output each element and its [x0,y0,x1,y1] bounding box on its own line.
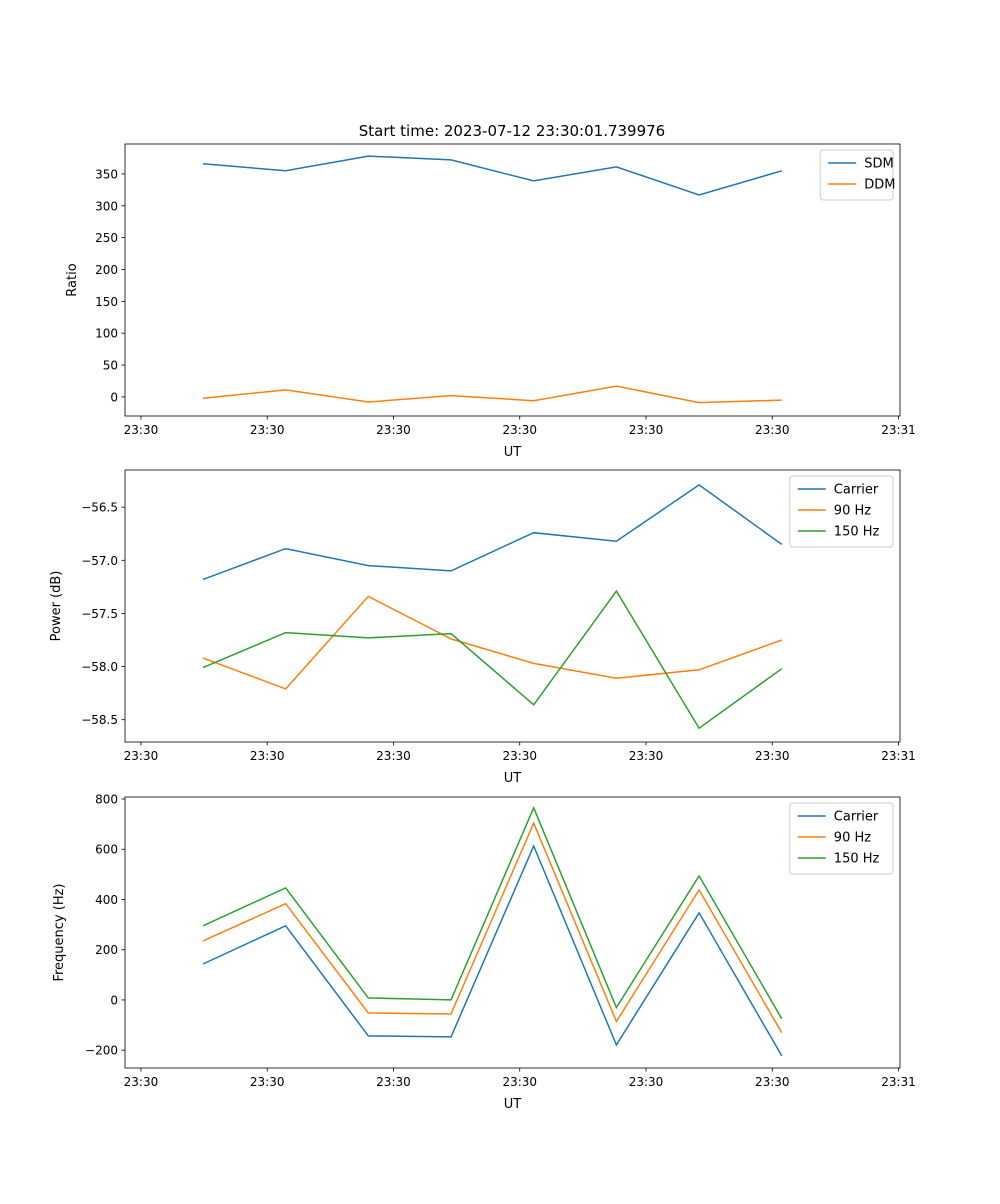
series-line-carrier [202,844,783,1057]
legend-box [789,475,894,548]
x-axis-label: UT [504,445,522,460]
legend-label: 90 Hz [834,504,871,519]
axes-frame [124,796,901,1069]
y-tick-label: −56.5 [81,501,118,515]
legend-label: Carrier [834,483,879,498]
y-tick-label: 0 [110,390,118,404]
y-tick-label: −57.5 [81,607,118,621]
legend-label: 90 Hz [834,831,871,846]
legend: Carrier 90 Hz 150 Hz [789,475,894,548]
series-line-90-hz [202,595,783,690]
y-tick-label: 50 [103,359,118,373]
legend: Carrier 90 Hz 150 Hz [789,802,894,875]
x-tick-label: 23:30 [502,749,537,763]
series-line-150-hz [202,805,783,1020]
x-tick-label: 23:30 [124,749,159,763]
x-tick-label: 23:30 [250,749,285,763]
y-axis-label: Power (dB) [49,571,64,642]
y-tick-label: 150 [95,295,118,309]
x-tick-label: 23:30 [755,423,790,437]
x-tick-label: 23:30 [502,1075,537,1089]
y-tick-label: 200 [95,943,118,957]
figure-title: Start time: 2023-07-12 23:30:01.739976 [359,122,665,140]
x-tick-label: 23:31 [881,423,916,437]
x-tick-label: 23:30 [376,1075,411,1089]
legend-label: 150 Hz [834,525,880,540]
legend-label: SDM [864,157,893,172]
series-line-150-hz [202,589,783,730]
y-tick-label: −57.0 [81,554,118,568]
x-tick-label: 23:30 [124,423,159,437]
legend-label: Carrier [834,810,879,825]
axes-frame [124,143,901,417]
x-tick-label: 23:31 [881,1075,916,1089]
series-line-carrier [202,483,783,581]
x-tick-label: 23:30 [124,1075,159,1089]
y-tick-label: 0 [110,993,118,1007]
y-tick-label: 300 [95,199,118,213]
x-tick-label: 23:30 [755,749,790,763]
x-axis-label: UT [504,771,522,786]
y-axis-label: Ratio [65,263,80,296]
legend-label: DDM [864,178,895,193]
x-tick-label: 23:30 [250,423,285,437]
y-tick-label: 600 [95,843,118,857]
y-tick-label: 350 [95,167,118,181]
y-tick-label: −58.0 [81,660,118,674]
x-tick-label: 23:30 [629,749,664,763]
x-tick-label: 23:30 [502,423,537,437]
x-tick-label: 23:30 [629,1075,664,1089]
x-tick-label: 23:30 [376,749,411,763]
x-tick-label: 23:30 [755,1075,790,1089]
axes-frame [124,469,901,743]
series-line-ddm [202,385,782,404]
y-axis-label: Frequency (Hz) [52,883,67,981]
y-tick-label: −200 [85,1044,118,1058]
x-tick-label: 23:30 [376,423,411,437]
y-tick-label: 800 [95,793,118,807]
subplot-3: 23:30 23:30 23:30 23:30 23:30 23:30 23:31 UT −20… [52,793,916,1112]
series-line-90-hz [202,821,783,1034]
subplot-2: 23:30 23:30 23:30 23:30 23:30 23:30 23:31 UT −58… [49,469,916,786]
legend: SDM DDM [819,149,895,201]
y-tick-label: 200 [95,263,118,277]
y-tick-label: −58.5 [81,713,118,727]
x-tick-label: 23:30 [629,423,664,437]
x-tick-label: 23:30 [250,1075,285,1089]
subplot-1: 23:30 23:30 23:30 23:30 23:30 23:30 23:31 UT 0 50… [65,143,916,460]
y-tick-label: 250 [95,231,118,245]
series-line-sdm [202,155,783,196]
x-axis-label: UT [504,1097,522,1112]
y-tick-label: 400 [95,893,118,907]
legend-box [789,802,894,875]
y-tick-label: 100 [95,327,118,341]
x-tick-label: 23:31 [881,749,916,763]
legend-label: 150 Hz [834,852,880,867]
